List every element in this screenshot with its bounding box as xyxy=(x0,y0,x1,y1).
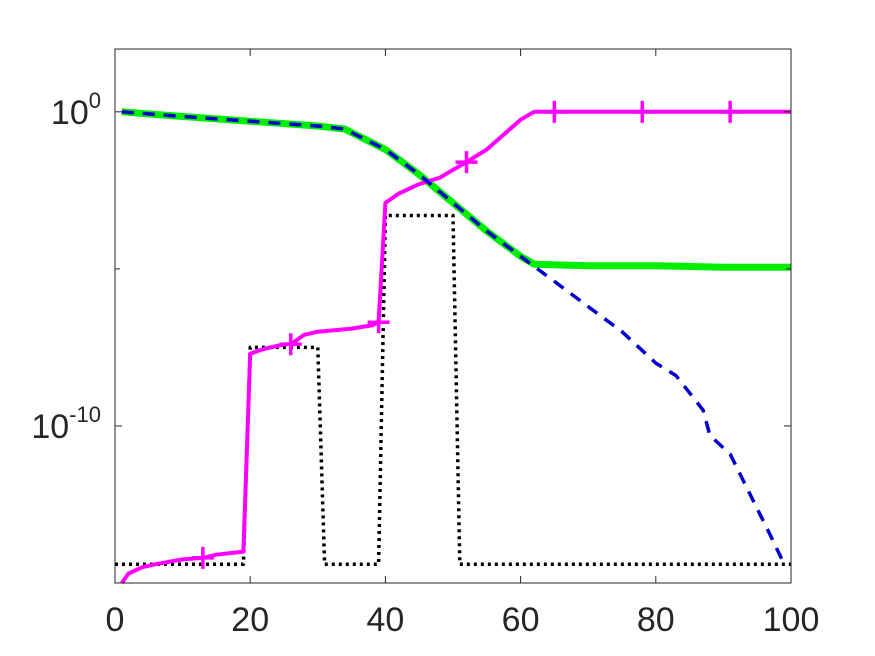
y-tick-label-exponent-0: 0 xyxy=(89,88,101,113)
series-line-2 xyxy=(115,213,791,566)
x-tick-label-1: 20 xyxy=(231,601,269,639)
series-marker-3-6 xyxy=(719,100,742,123)
x-tick-label-3: 60 xyxy=(502,601,540,639)
axes-box xyxy=(114,48,792,584)
series-marker-3-4 xyxy=(543,100,566,123)
series-marker-3-5 xyxy=(631,100,654,123)
series-marker-3-2 xyxy=(367,311,390,334)
x-tick-label-5: 100 xyxy=(763,601,820,639)
x-tick-label-0: 0 xyxy=(106,601,125,639)
x-tick-label-2: 40 xyxy=(366,601,404,639)
y-tick-label-0: 100 xyxy=(51,88,101,132)
series-line-3 xyxy=(120,109,791,585)
series-layer xyxy=(115,100,791,585)
series-marker-3-3 xyxy=(455,151,478,174)
y-tick-label-base-1: 10 xyxy=(31,408,69,446)
x-tick-label-4: 80 xyxy=(637,601,675,639)
y-tick-label-exponent-1: -10 xyxy=(69,402,101,427)
y-tick-label-base-0: 10 xyxy=(51,94,89,132)
series-line-1 xyxy=(121,110,786,565)
series-marker-3-0 xyxy=(191,546,214,569)
series-marker-3-1 xyxy=(279,333,302,356)
y-tick-label-1: 10-10 xyxy=(31,402,101,446)
